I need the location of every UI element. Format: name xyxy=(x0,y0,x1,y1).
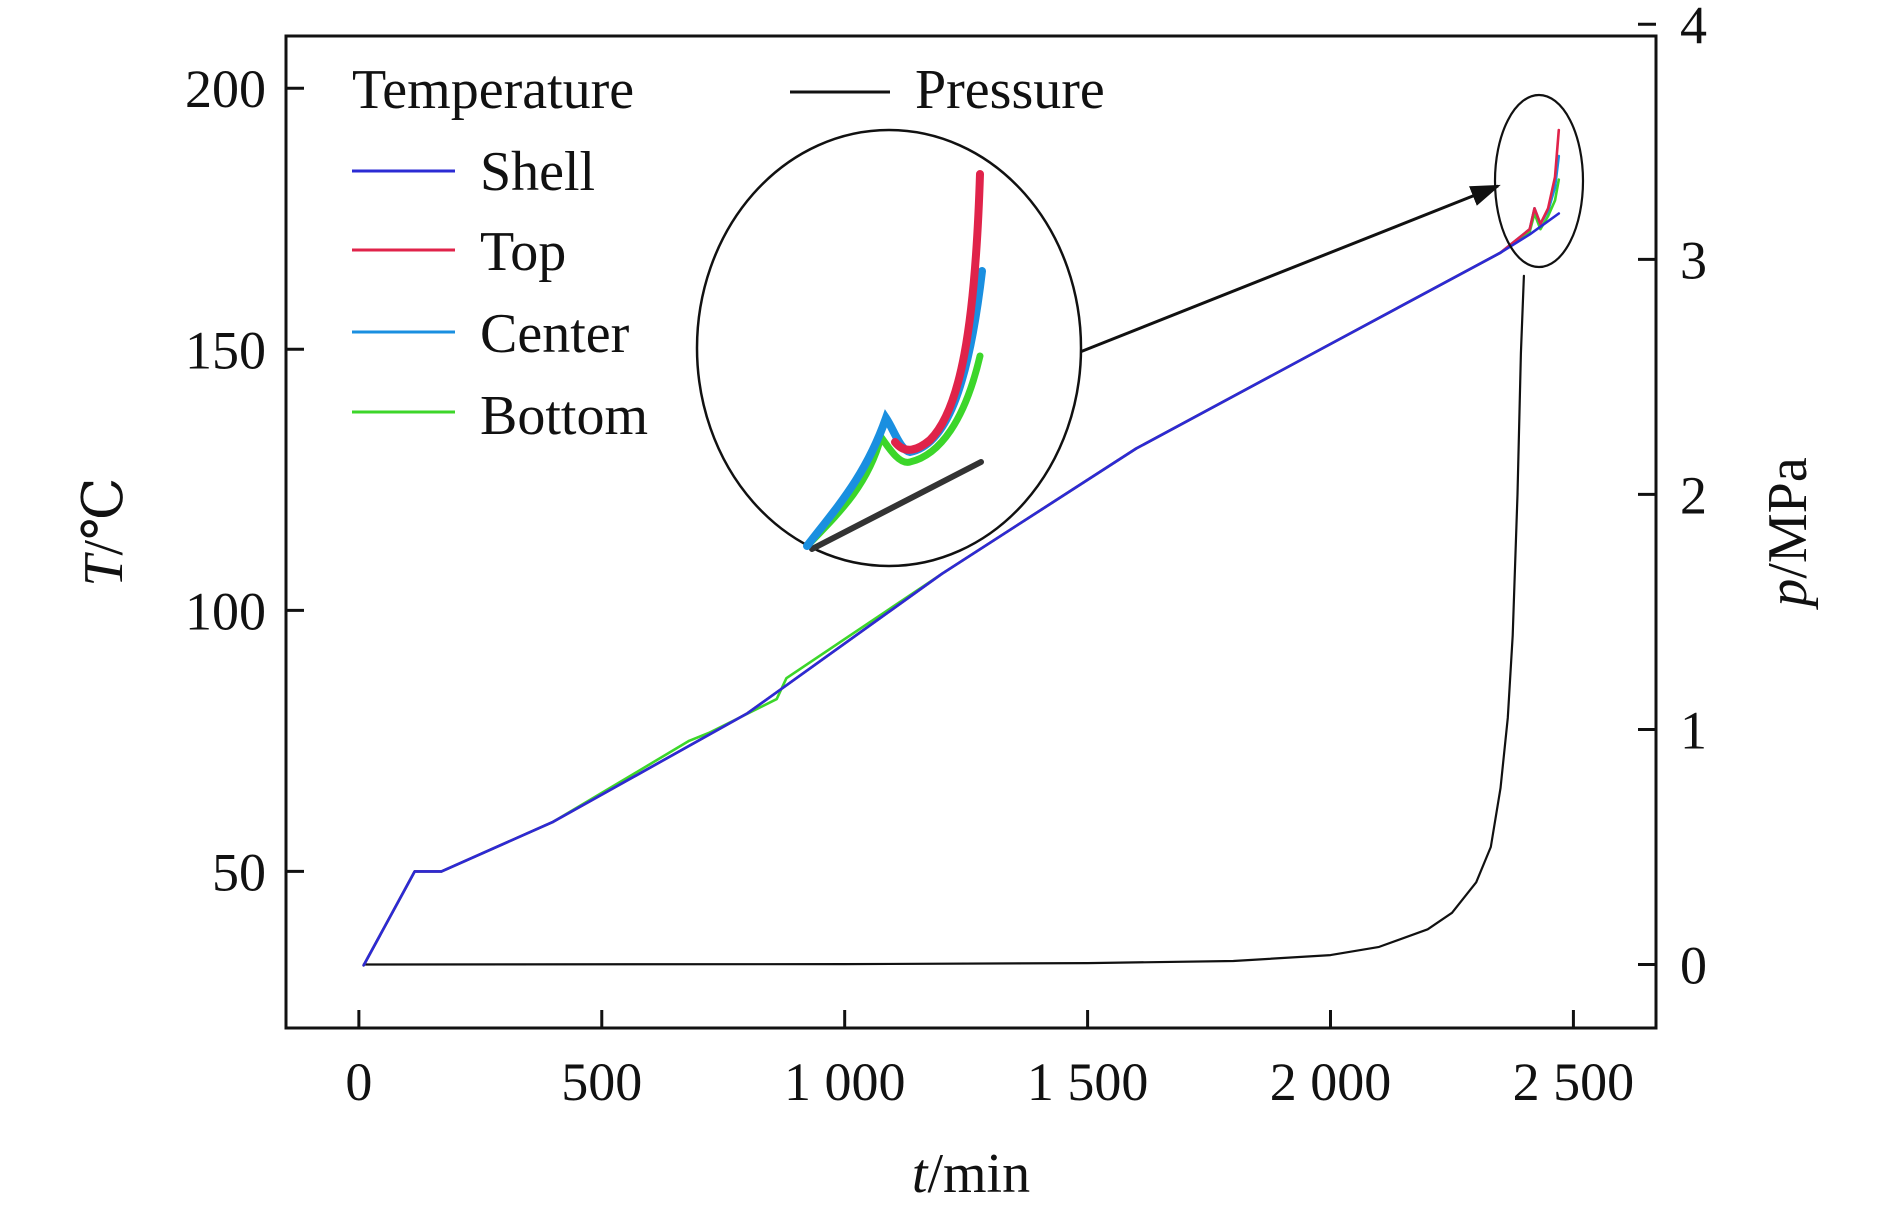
legend-center-label: Center xyxy=(480,303,630,365)
x-tick-label: 1 500 xyxy=(1027,1052,1149,1112)
y-right-tick-label: 0 xyxy=(1680,936,1707,996)
x-tick-label: 0 xyxy=(345,1052,372,1112)
legend-pressure-label: Pressure xyxy=(915,59,1105,121)
y-right-tick-label: 4 xyxy=(1680,0,1707,55)
x-tick-label: 1 000 xyxy=(784,1052,906,1112)
y-axis-right-variable: p xyxy=(1757,579,1819,611)
inset-bottom-line xyxy=(803,352,984,550)
series-line-pressure xyxy=(362,274,1525,966)
x-tick-label: 2 000 xyxy=(1270,1052,1392,1112)
x-axis-variable: t xyxy=(912,1143,929,1205)
x-axis-label: t/min xyxy=(912,1143,1030,1205)
x-axis-unit: /min xyxy=(927,1143,1030,1205)
legend-bottom-label: Bottom xyxy=(480,385,648,447)
x-tick-label: 2 500 xyxy=(1513,1052,1635,1112)
highlight-ellipse xyxy=(1493,93,1585,269)
legend-shell-label: Shell xyxy=(480,141,595,203)
zoom-inset xyxy=(695,128,1083,568)
y-axis-left-unit: /℃ xyxy=(73,477,135,555)
y-axis-right-unit: /MPa xyxy=(1757,457,1819,578)
plot-frame xyxy=(284,34,1658,1030)
legend: Temperature Pressure Shell Top Center Bo… xyxy=(352,59,1105,447)
y-axis-right-label: p/MPa xyxy=(1757,457,1819,610)
inset-pointer-arrow xyxy=(1079,184,1501,354)
x-tick-label: 500 xyxy=(561,1052,642,1112)
y-left-tick-label: 150 xyxy=(185,320,266,380)
y-left-tick-label: 200 xyxy=(185,59,266,119)
y-axis-left-variable: T xyxy=(73,552,135,587)
y-axis-left-label: T/℃ xyxy=(73,477,135,586)
y-left-tick-label: 100 xyxy=(185,581,266,641)
zoom-inset-circle xyxy=(695,128,1083,568)
y-right-tick-label: 2 xyxy=(1680,465,1707,525)
inset-pressure-line xyxy=(809,459,984,552)
y-right-tick-label: 3 xyxy=(1680,230,1707,290)
y-left-tick-label: 50 xyxy=(212,842,266,902)
inset-top-line xyxy=(891,170,984,454)
legend-top-label: Top xyxy=(480,221,566,283)
y-right-tick-label: 1 xyxy=(1680,700,1707,760)
axis-ticks: 0 500 1 000 1 500 2 000 2 500 50 100 150 200 0 1 2 3 4 xyxy=(185,0,1707,1112)
legend-temperature-title: Temperature xyxy=(352,59,634,121)
